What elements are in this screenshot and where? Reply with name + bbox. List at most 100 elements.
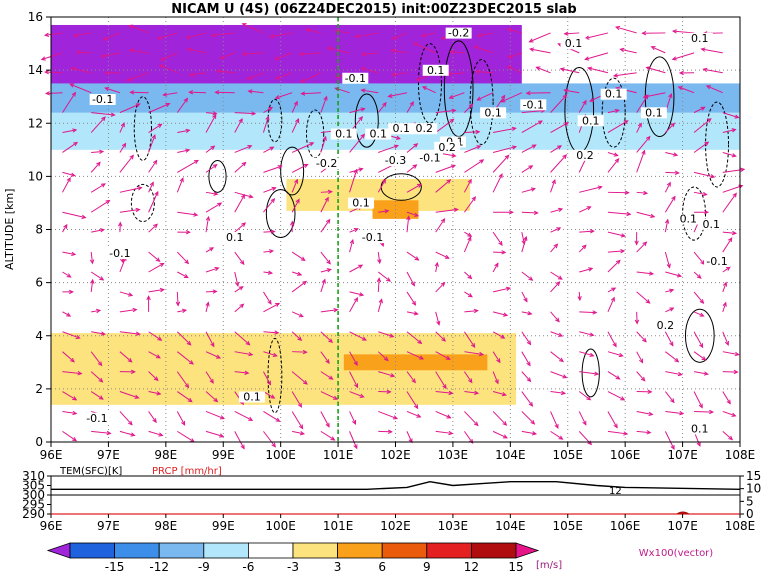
wind-vector bbox=[435, 109, 456, 114]
wind-vector bbox=[148, 331, 162, 341]
wind-vector bbox=[521, 331, 531, 345]
contour-label-bg bbox=[221, 232, 248, 244]
wind-vector bbox=[607, 287, 616, 293]
wind-vector bbox=[607, 250, 625, 253]
wind-vector-head bbox=[526, 377, 532, 383]
wind-vector-head bbox=[209, 247, 215, 252]
wind-vector bbox=[62, 142, 78, 153]
contour-line bbox=[208, 159, 227, 193]
wind-vector bbox=[521, 165, 533, 173]
contour-label: 0.1 bbox=[370, 128, 388, 141]
contour-label: 0.1 bbox=[703, 218, 721, 231]
wind-vector-head bbox=[90, 278, 95, 284]
wind-vector-head bbox=[611, 287, 617, 292]
wind-vector bbox=[507, 65, 523, 74]
wind-vector bbox=[91, 430, 111, 434]
wind-vector bbox=[148, 251, 160, 262]
contour-label: -0.1 bbox=[109, 247, 130, 260]
contour-label-bg bbox=[359, 232, 386, 244]
wind-vector-head bbox=[125, 77, 131, 82]
wind-vector bbox=[349, 371, 359, 388]
wind-vector bbox=[693, 291, 704, 304]
wind-vector bbox=[248, 90, 264, 94]
wind-vector bbox=[492, 173, 503, 193]
wind-vector-head bbox=[645, 135, 651, 141]
wind-vector-head bbox=[63, 223, 68, 229]
wind-vector bbox=[392, 72, 408, 76]
wind-vector-head bbox=[392, 415, 399, 420]
wind-vector-head bbox=[677, 371, 683, 377]
wind-vector-head bbox=[664, 218, 670, 224]
wind-vector bbox=[722, 430, 733, 440]
wind-vector-head bbox=[650, 213, 656, 219]
wind-vector-head bbox=[669, 341, 674, 347]
wind-vector bbox=[664, 331, 674, 346]
wind-vector bbox=[607, 231, 625, 237]
contour-label-bg bbox=[704, 256, 731, 268]
wind-vector bbox=[234, 191, 253, 198]
wind-vector-head bbox=[643, 190, 649, 196]
wind-vector-head bbox=[699, 312, 705, 317]
wind-vector bbox=[291, 281, 307, 293]
wind-vector-head bbox=[620, 233, 626, 238]
wind-vector bbox=[70, 83, 92, 94]
wind-vector-head bbox=[333, 395, 339, 400]
wind-vector-head bbox=[527, 311, 533, 316]
wind-vector bbox=[320, 268, 331, 273]
wind-vector-head bbox=[323, 95, 328, 101]
wind-vector-head bbox=[267, 299, 272, 305]
wind-vector-head bbox=[728, 435, 734, 441]
wind-vector-head bbox=[241, 222, 247, 227]
wind-vector-head bbox=[360, 51, 366, 57]
wind-vector bbox=[62, 171, 75, 177]
wind-vector bbox=[636, 271, 654, 275]
wind-vector-head bbox=[110, 112, 116, 117]
contour-label: 0.2 bbox=[438, 141, 456, 154]
wind-vector-head bbox=[473, 421, 479, 427]
wind-vector-head bbox=[467, 293, 473, 298]
wind-vector bbox=[521, 236, 527, 253]
wind-vector bbox=[579, 331, 594, 336]
wind-vector bbox=[300, 72, 322, 83]
wind-vector bbox=[148, 289, 164, 293]
wind-vector bbox=[349, 168, 363, 173]
wind-vector-head bbox=[523, 235, 528, 241]
wind-vector bbox=[320, 309, 338, 313]
surface-x-tick-label: 99E bbox=[212, 519, 235, 533]
wind-vector-head bbox=[671, 195, 676, 201]
wind-vector-head bbox=[297, 402, 303, 408]
wind-vector-head bbox=[299, 431, 306, 436]
contour-label: 0.1 bbox=[352, 197, 370, 210]
surface-x-ticks: 96E 97E 98E 99E 100E 101E 102E 103E 104E 105E 106E… bbox=[40, 514, 755, 533]
contour-label: -0.2 bbox=[448, 27, 469, 40]
wind-vector bbox=[706, 85, 723, 94]
wind-vector-head bbox=[386, 277, 391, 282]
wind-vector bbox=[492, 371, 499, 384]
contour-labels: -0.1-0.20.10.1-0.10.10.10.10.10.10.2-0.1… bbox=[83, 27, 731, 435]
wind-vector-head bbox=[244, 370, 250, 375]
wind-vector-head bbox=[72, 33, 78, 38]
colorbar-right-triangle bbox=[515, 542, 540, 559]
wind-vector bbox=[435, 430, 453, 434]
contour-label-bg bbox=[640, 107, 667, 119]
wind-vector bbox=[613, 72, 637, 77]
wind-vector bbox=[377, 299, 383, 312]
wind-vector bbox=[176, 411, 186, 426]
wind-vector bbox=[377, 351, 389, 361]
wind-vector bbox=[119, 309, 137, 313]
wind-vector bbox=[148, 160, 158, 173]
wind-vector bbox=[187, 48, 207, 54]
surface-x-tick-label: 97E bbox=[97, 519, 120, 533]
colorbar-left-triangle bbox=[46, 542, 71, 559]
wind-vector-head bbox=[467, 274, 473, 280]
wind-vector bbox=[62, 331, 80, 339]
contour-label: 0.2 bbox=[576, 149, 594, 162]
wind-vector bbox=[177, 351, 194, 365]
wind-vector-head bbox=[302, 349, 308, 355]
wind-vector bbox=[306, 28, 321, 34]
wind-vector-head bbox=[238, 286, 244, 291]
y-axis-label: ALTITUDE [km] bbox=[3, 189, 16, 270]
wind-vector bbox=[349, 264, 363, 273]
wind-vector-head bbox=[185, 34, 191, 40]
wind-vector-head bbox=[128, 420, 133, 426]
